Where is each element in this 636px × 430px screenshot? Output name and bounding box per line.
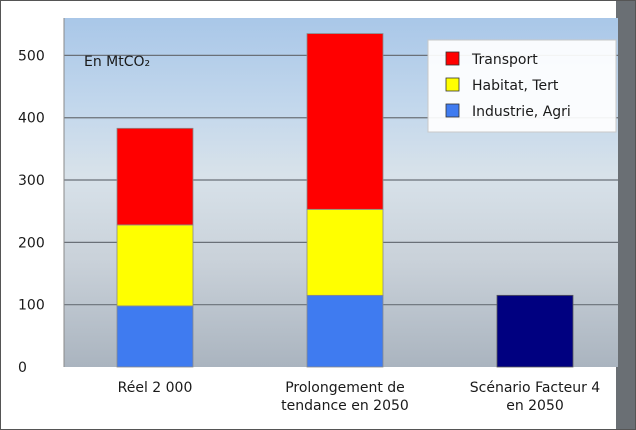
y-tick-label: 100	[18, 298, 45, 314]
bar-segment	[116, 224, 194, 307]
y-tick-label: 0	[18, 360, 27, 376]
unit-label: En MtCO₂	[84, 54, 150, 70]
legend-swatch	[445, 77, 460, 92]
x-tick-label: Scénario Facteur 4 en 2050	[470, 380, 601, 414]
bar-segment	[116, 127, 194, 226]
legend-label: Transport	[471, 52, 538, 68]
x-tick-label: Prolongement de tendance en 2050	[281, 380, 409, 414]
bar	[496, 294, 574, 368]
legend-swatch	[445, 103, 460, 118]
y-tick-label: 200	[18, 235, 45, 251]
x-tick-label: Réel 2 000	[118, 380, 193, 396]
legend-swatch	[445, 51, 460, 66]
bar-segment	[306, 208, 384, 296]
right-edge-strip	[616, 1, 635, 429]
y-axis-ticks: 0 100 200 300 400 500	[18, 48, 45, 376]
legend-label: Habitat, Tert	[472, 78, 559, 94]
bar-segment	[306, 294, 384, 368]
bar-segment	[116, 305, 194, 368]
bars	[116, 33, 574, 368]
y-tick-label: 400	[18, 111, 45, 127]
y-tick-label: 300	[18, 173, 45, 189]
x-axis-labels: Réel 2 000 Prolongement de tendance en 205…	[118, 380, 601, 414]
bar-segment	[306, 33, 384, 210]
legend: Transport Habitat, Tert Industrie, Agri	[445, 51, 571, 120]
legend-label: Industrie, Agri	[472, 104, 571, 120]
y-tick-label: 500	[18, 48, 45, 64]
